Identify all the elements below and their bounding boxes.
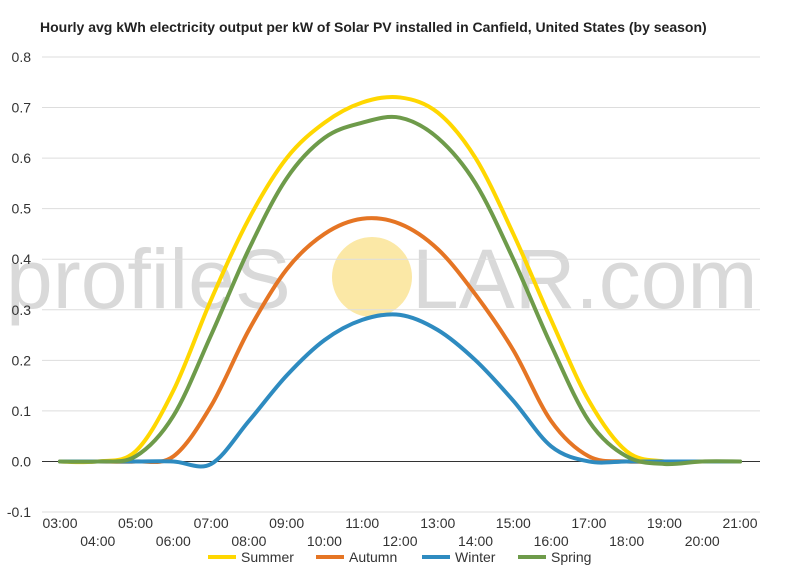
x-tick-label: 18:00 — [609, 533, 644, 549]
x-tick-label: 17:00 — [571, 515, 606, 531]
y-tick-label: 0.4 — [12, 251, 32, 267]
watermark-sun — [332, 237, 412, 317]
y-tick-label: 0.3 — [12, 302, 32, 318]
legend-label-summer: Summer — [241, 549, 294, 565]
y-tick-label: 0.1 — [12, 403, 32, 419]
series-lines — [58, 94, 742, 469]
y-tick-label: 0.0 — [12, 453, 32, 469]
legend-label-autumn: Autumn — [349, 549, 397, 565]
x-tick-label: 11:00 — [345, 515, 379, 531]
chart-title: Hourly avg kWh electricity output per kW… — [40, 19, 707, 35]
legend-label-spring: Spring — [551, 549, 591, 565]
x-tick-label: 05:00 — [118, 515, 153, 531]
x-axis-ticks: 03:0004:0005:0006:0007:0008:0009:0010:00… — [42, 515, 757, 549]
x-tick-label: 12:00 — [382, 533, 417, 549]
x-tick-label: 14:00 — [458, 533, 493, 549]
x-tick-label: 13:00 — [420, 515, 455, 531]
x-tick-label: 21:00 — [722, 515, 757, 531]
series-line-winter — [58, 312, 742, 469]
legend: Summer Autumn Winter Spring — [208, 549, 591, 565]
x-tick-label: 08:00 — [231, 533, 266, 549]
x-tick-label: 07:00 — [194, 515, 229, 531]
legend-label-winter: Winter — [455, 549, 496, 565]
x-tick-label: 04:00 — [80, 533, 115, 549]
gridlines — [42, 56, 760, 513]
y-tick-label: 0.6 — [12, 150, 32, 166]
series-line-summer — [58, 94, 742, 465]
y-tick-label: 0.5 — [12, 201, 32, 217]
y-axis-ticks: -0.1 0.0 0.1 0.2 0.3 0.4 0.5 0.6 0.7 0.8 — [7, 49, 31, 520]
watermark-text-left: profileS — [6, 232, 291, 326]
series-line-spring — [58, 114, 742, 467]
y-tick-label: 0.7 — [12, 100, 32, 116]
x-tick-label: 19:00 — [647, 515, 682, 531]
x-tick-label: 16:00 — [534, 533, 569, 549]
x-tick-label: 20:00 — [685, 533, 720, 549]
watermark: profileS LAR.com — [6, 232, 757, 326]
y-tick-label: 0.2 — [12, 352, 32, 368]
x-tick-label: 10:00 — [307, 533, 342, 549]
watermark-text-right: LAR.com — [412, 232, 757, 326]
x-tick-label: 03:00 — [42, 515, 77, 531]
x-tick-label: 09:00 — [269, 515, 304, 531]
y-tick-label: 0.8 — [12, 49, 32, 65]
y-tick-label: -0.1 — [7, 504, 31, 520]
x-tick-label: 15:00 — [496, 515, 531, 531]
x-tick-label: 06:00 — [156, 533, 191, 549]
